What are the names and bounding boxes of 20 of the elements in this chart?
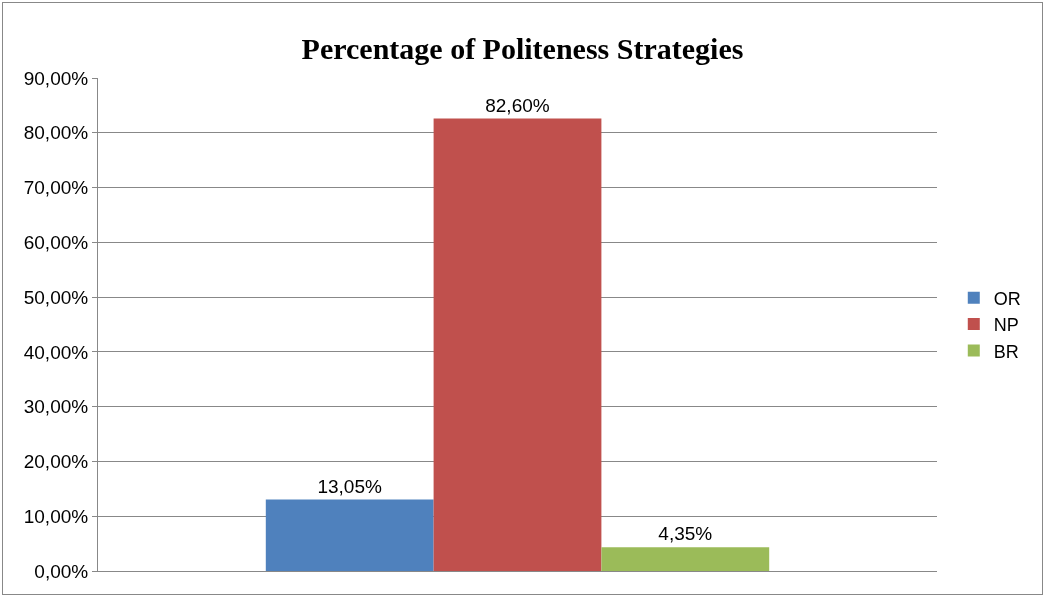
bar: [433, 118, 602, 571]
legend-label: BR: [993, 341, 1019, 362]
data-label: 13,05%: [317, 475, 382, 497]
y-tick-label: 30,00%: [23, 396, 89, 418]
y-tick-label: 10,00%: [23, 505, 89, 527]
y-tick-label: 60,00%: [23, 231, 89, 253]
chart-title: Percentage of Politeness Strategies: [301, 32, 744, 66]
y-tick-label: 40,00%: [23, 341, 89, 363]
data-label: 82,60%: [485, 94, 550, 116]
y-tick-label: 80,00%: [23, 122, 89, 144]
legend-label: NP: [993, 315, 1019, 336]
data-label: 4,35%: [658, 523, 713, 545]
legend-label: OR: [993, 288, 1021, 309]
y-tick-label: 70,00%: [23, 177, 89, 199]
bar: [601, 547, 770, 571]
bar: [265, 499, 434, 571]
y-tick-label: 50,00%: [23, 286, 89, 308]
y-tick-label: 90,00%: [23, 67, 89, 89]
y-tick-label: 20,00%: [23, 451, 89, 473]
y-tick-label: 0,00%: [34, 560, 89, 582]
